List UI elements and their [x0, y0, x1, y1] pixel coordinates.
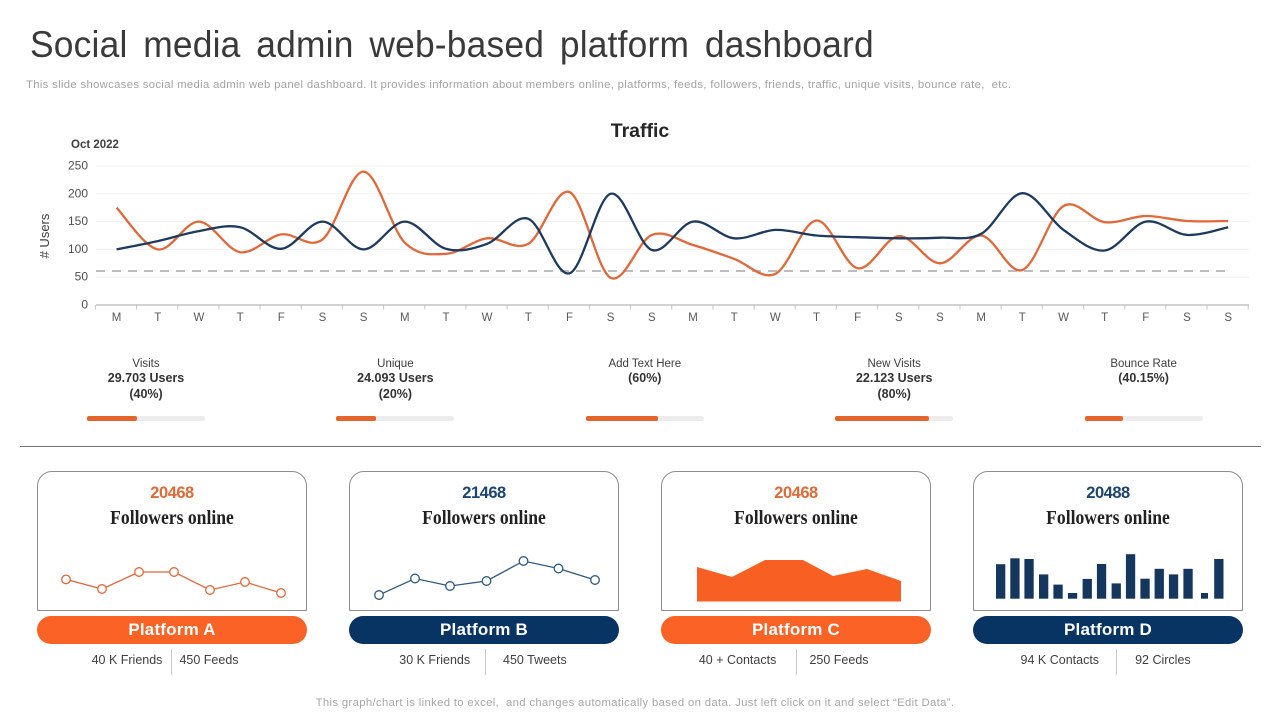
svg-text:W: W [482, 312, 493, 324]
svg-text:S: S [607, 312, 615, 324]
svg-text:T: T [237, 312, 244, 324]
svg-text:W: W [193, 312, 204, 324]
svg-text:T: T [813, 312, 820, 324]
svg-text:M: M [400, 312, 410, 324]
svg-text:W: W [770, 312, 781, 324]
svg-text:M: M [688, 312, 698, 324]
svg-text:0: 0 [81, 298, 88, 312]
svg-text:Oct 2022: Oct 2022 [71, 139, 119, 151]
svg-text:T: T [154, 312, 161, 324]
svg-text:S: S [895, 312, 903, 324]
svg-text:S: S [319, 312, 327, 324]
svg-text:S: S [1224, 312, 1232, 324]
svg-text:250: 250 [68, 159, 88, 173]
svg-text:M: M [976, 312, 986, 324]
svg-text:200: 200 [68, 186, 88, 200]
svg-text:T: T [1019, 312, 1026, 324]
svg-text:F: F [278, 312, 285, 324]
svg-text:T: T [525, 312, 532, 324]
svg-text:150: 150 [68, 214, 88, 228]
svg-text:100: 100 [68, 242, 88, 256]
svg-text:W: W [1058, 312, 1069, 324]
svg-text:S: S [648, 312, 656, 324]
svg-text:T: T [442, 312, 449, 324]
svg-text:F: F [1142, 312, 1149, 324]
svg-text:# Users: # Users [37, 213, 52, 258]
svg-text:F: F [566, 312, 573, 324]
svg-text:T: T [731, 312, 738, 324]
svg-text:S: S [360, 312, 368, 324]
svg-text:S: S [1183, 312, 1191, 324]
svg-text:F: F [854, 312, 861, 324]
svg-text:S: S [936, 312, 944, 324]
svg-text:50: 50 [75, 270, 89, 284]
svg-text:M: M [112, 312, 122, 324]
svg-text:T: T [1101, 312, 1108, 324]
